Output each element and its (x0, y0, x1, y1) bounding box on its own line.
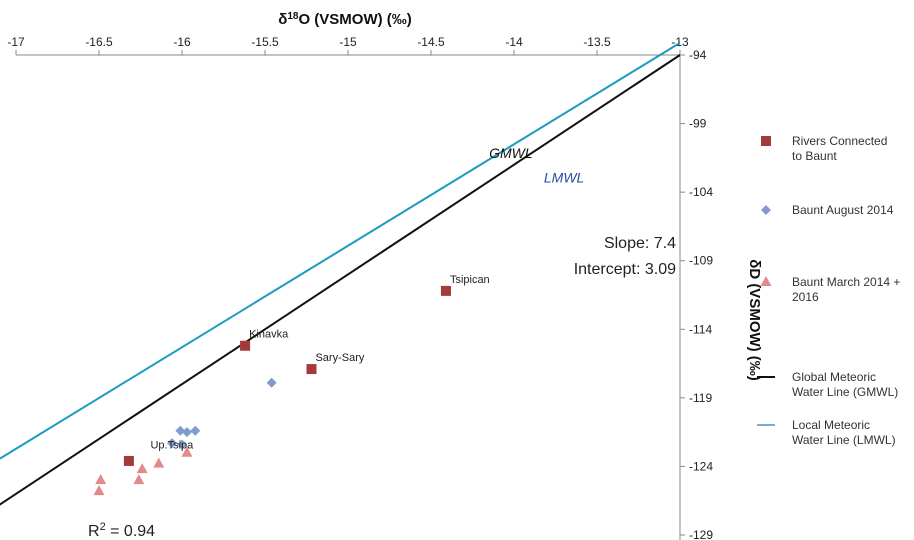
diamond-point (167, 438, 178, 449)
y-tick-label: -104 (689, 185, 713, 199)
x-axis-title: δ18O (VSMOW) (‰) (278, 11, 412, 29)
square-point (123, 455, 134, 466)
triangle-point (153, 457, 165, 468)
y-tick-label: -124 (689, 459, 713, 473)
intercept-annotation: Intercept: 3.09 (574, 261, 676, 278)
triangle-point (93, 485, 105, 496)
square-point (440, 285, 451, 296)
y-tick-label: -129 (689, 528, 713, 540)
legend-entry: Baunt August 2014 (792, 203, 894, 217)
legend-entry: Global Meteoric Water Line (GMWL) (792, 370, 898, 399)
square-point (306, 364, 317, 375)
line-lmwl (0, 41, 680, 460)
square-point (240, 340, 251, 351)
triangle-point (133, 474, 145, 485)
label-lmwl: LMWL (544, 170, 584, 186)
label-gmwl: GMWL (489, 145, 533, 161)
diamond-point (177, 439, 187, 450)
triangle-point (95, 474, 107, 485)
data-points (93, 285, 451, 496)
legend-diamond-swatch (761, 205, 771, 215)
diamond-point (181, 427, 192, 438)
point-label: Sary-Sary (315, 352, 364, 364)
point-label: Tsipican (450, 274, 490, 286)
x-tick-label: -15 (339, 35, 357, 49)
x-tick-label: -16 (173, 35, 191, 49)
x-tick-label: -13.5 (583, 35, 611, 49)
point-label: Up.Tsipa (150, 440, 194, 452)
y-tick-label: -109 (689, 254, 713, 268)
legend-triangle-swatch (760, 276, 772, 286)
y-tick-label: -114 (689, 322, 712, 336)
point-label: Kinavka (249, 329, 289, 341)
x-tick-label: -17 (7, 35, 25, 49)
y-tick-label: -99 (689, 117, 707, 131)
triangle-point (181, 446, 193, 457)
y-tick-label: -94 (689, 48, 707, 62)
y-axis-title: δD (VSMOW) (‰) (746, 259, 763, 381)
r-squared-annotation: R2 = 0.94 (88, 521, 155, 540)
line-gmwl (0, 53, 680, 506)
x-tick-label: -14.5 (417, 35, 445, 49)
x-tick-label: -14 (505, 35, 523, 49)
legend-entry: Local Meteoric Water Line (LMWL) (792, 418, 896, 447)
legend: Rivers Connected to Baunt Baunt August 201… (757, 134, 900, 447)
y-tick-label: -119 (689, 391, 712, 405)
x-tick-label: -16.5 (85, 35, 113, 49)
legend-entry: Rivers Connected to Baunt (792, 134, 887, 163)
slope-annotation: Slope: 7.4 (604, 235, 676, 252)
x-tick-label: -15.5 (251, 35, 279, 49)
water-lines (0, 41, 680, 506)
axes: -17-16.5-16-15.5-15-14.5-14-13.5-13-94-9… (7, 35, 713, 540)
legend-entry: Baunt March 2014 +2016 (792, 275, 900, 304)
diamond-point (190, 425, 201, 436)
triangle-point (136, 463, 148, 474)
diamond-point (175, 425, 186, 436)
point-labels: GMWL LMWL Kinavka Sary-Sary Tsipican Up.Tsipa (150, 145, 584, 452)
diamond-point (266, 377, 277, 388)
legend-square-swatch (761, 136, 771, 146)
